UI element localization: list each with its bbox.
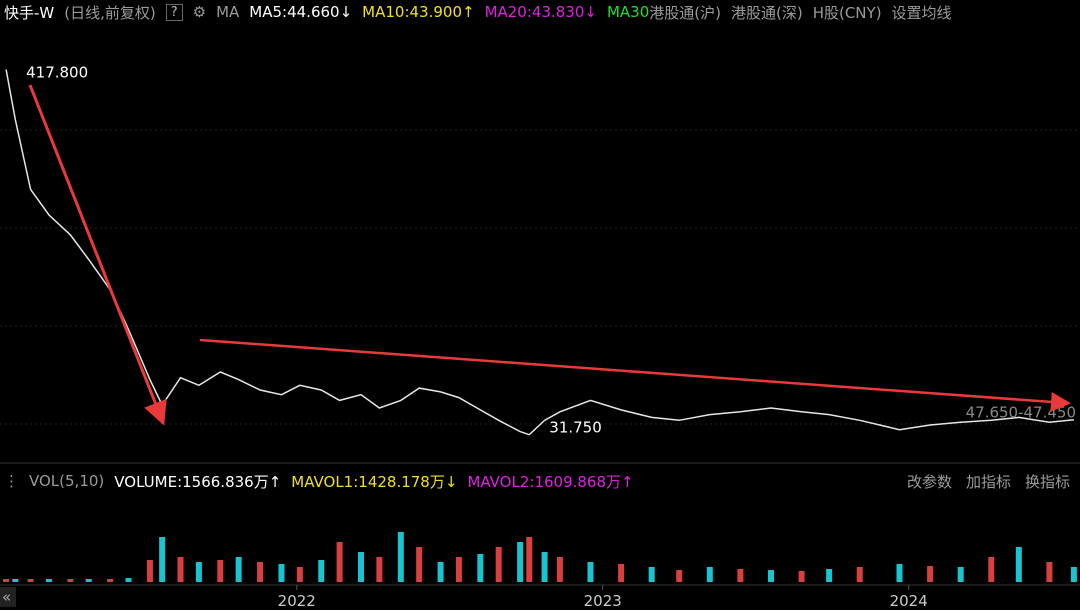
link[interactable]: H股(CNY) bbox=[812, 3, 882, 22]
volume-bar bbox=[676, 570, 683, 582]
volume-bar bbox=[85, 579, 92, 582]
volume-bar bbox=[437, 562, 444, 582]
volume-bar bbox=[988, 557, 995, 582]
volume-bar bbox=[1046, 562, 1053, 582]
volume-bar bbox=[278, 564, 285, 582]
volume-bar bbox=[376, 557, 383, 582]
volume-bar bbox=[556, 557, 563, 582]
ma-label: MA bbox=[216, 3, 240, 21]
button[interactable]: 换指标 bbox=[1024, 472, 1070, 491]
volume-bar bbox=[706, 567, 713, 582]
volume-bar bbox=[257, 562, 264, 582]
ma30: MA30 bbox=[606, 3, 650, 21]
link[interactable]: 设置均线 bbox=[891, 3, 952, 22]
link[interactable]: 港股通(沪) bbox=[649, 3, 721, 22]
header: 快手-W (日线,前复权) ? ⚙ MA MA5:44.660↓ MA10:43… bbox=[4, 0, 952, 24]
volume-bar bbox=[455, 557, 462, 582]
volume-bar bbox=[358, 552, 365, 582]
stock-name: 快手-W bbox=[4, 3, 55, 22]
volume-bar bbox=[477, 554, 484, 582]
grid bbox=[0, 129, 1080, 425]
ma10: MA10:43.900↑ bbox=[362, 3, 475, 21]
volume-bar bbox=[146, 560, 153, 582]
volume-bar bbox=[27, 579, 34, 582]
volume-bar bbox=[856, 567, 863, 582]
x-tick-label: 2022 bbox=[278, 592, 316, 610]
volume-bar bbox=[159, 537, 166, 582]
price-annotation: 47.650-47.450 bbox=[966, 404, 1076, 422]
volume-bar bbox=[235, 557, 242, 582]
mavol1: MAVOL1:1428.178万↓ bbox=[291, 472, 458, 491]
volume-bar bbox=[648, 567, 655, 582]
link[interactable]: 港股通(深) bbox=[730, 3, 803, 22]
volume-bar bbox=[125, 578, 132, 582]
volume-bar bbox=[927, 566, 934, 582]
mavol2: MAVOL2:1609.868万↑ bbox=[467, 472, 634, 491]
help-button[interactable]: ? bbox=[165, 3, 183, 21]
volume-bar bbox=[12, 579, 19, 582]
trend-arrow bbox=[199, 338, 1071, 412]
volume-bar bbox=[957, 567, 964, 582]
volume-bar bbox=[587, 562, 594, 582]
settings-icon[interactable]: ⚙ bbox=[192, 3, 207, 21]
volume-bar bbox=[107, 579, 114, 582]
volume-bar bbox=[397, 532, 404, 582]
x-tick-label: 2024 bbox=[890, 592, 928, 610]
price-annotation: 417.800 bbox=[26, 64, 88, 82]
volume-bar bbox=[195, 562, 202, 582]
scroll-icon: « bbox=[2, 588, 11, 606]
volume-bar bbox=[618, 564, 625, 582]
volume-bar bbox=[45, 579, 52, 582]
volume-bar bbox=[416, 547, 423, 582]
vol-label: VOL(5,10) bbox=[29, 472, 105, 490]
volume-bar bbox=[296, 567, 303, 582]
volume-bar bbox=[495, 547, 502, 582]
volume-bar bbox=[336, 542, 343, 582]
ma20: MA20:43.830↓ bbox=[484, 3, 597, 21]
volume-bar bbox=[798, 571, 805, 582]
volume-bar bbox=[177, 557, 184, 582]
volume-bar bbox=[318, 560, 325, 582]
volume-bar bbox=[737, 569, 744, 582]
ma5: MA5:44.660↓ bbox=[249, 3, 353, 21]
button[interactable]: 改参数 bbox=[906, 472, 952, 491]
volume-bar bbox=[517, 542, 524, 582]
price-annotation: 31.750 bbox=[549, 419, 602, 437]
scroll-button[interactable] bbox=[0, 587, 16, 607]
volume-bar bbox=[767, 570, 774, 582]
volume-header: ⋮ VOL(5,10) VOLUME:1566.836万↑ MAVOL1:142… bbox=[4, 470, 634, 492]
period: (日线,前复权) bbox=[64, 3, 156, 22]
volume-bar bbox=[67, 579, 74, 582]
volume-bar bbox=[1015, 547, 1022, 582]
volume-bar bbox=[896, 564, 903, 582]
menu-icon[interactable]: ⋮ bbox=[4, 472, 19, 490]
button[interactable]: 加指标 bbox=[965, 472, 1011, 491]
volume-bar bbox=[526, 537, 533, 582]
volume: VOLUME:1566.836万↑ bbox=[114, 472, 282, 491]
indicator-buttons: 改参数 加指标 换指标 bbox=[907, 470, 1070, 492]
x-tick-label: 2023 bbox=[584, 592, 622, 610]
trend-arrow bbox=[28, 84, 167, 426]
price-line bbox=[5, 69, 1074, 436]
volume-bar bbox=[217, 560, 224, 582]
volume-bar bbox=[3, 579, 10, 582]
volume-bar bbox=[541, 552, 548, 582]
volume-bar bbox=[1070, 567, 1077, 582]
volume-bar bbox=[826, 569, 833, 582]
